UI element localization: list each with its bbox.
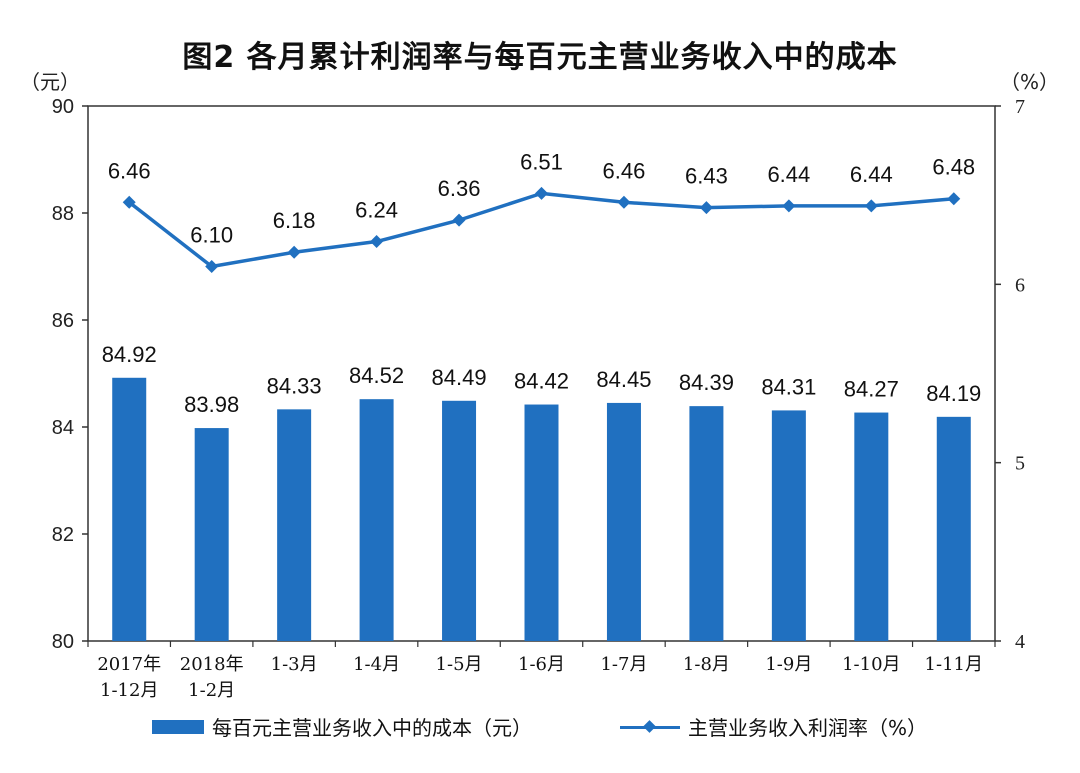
- legend-line-swatch: [620, 720, 680, 734]
- line-value-label: 6.51: [520, 149, 563, 174]
- line-point: [699, 201, 713, 215]
- bar: [936, 416, 971, 641]
- x-axis-category-label: 1-5月: [436, 654, 483, 675]
- bar: [442, 400, 477, 641]
- x-axis-category-label: 1-10月: [842, 654, 900, 675]
- x-axis-category-label: 1-6月: [518, 654, 565, 675]
- line-value-label: 6.43: [685, 164, 728, 189]
- right-axis-tick-label: 4: [1015, 631, 1025, 653]
- combo-chart: 80 82 84 86 88 90 4 5 6 7 2017年 1-12月 2018年 1-2月 1-3月 1…: [52, 96, 1025, 701]
- bar: [277, 409, 312, 641]
- line-value-label: 6.44: [850, 162, 893, 187]
- legend: 每百元主营业务收入中的成本（元） 主营业务收入利润率（%）: [0, 712, 1080, 742]
- x-axis-category-label: 2017年: [97, 654, 161, 675]
- bar: [359, 399, 394, 641]
- legend-bar-swatch: [152, 719, 204, 734]
- bar: [606, 402, 641, 641]
- left-axis-unit: （元）: [20, 70, 80, 94]
- x-axis-category-label: 1-2月: [188, 680, 235, 701]
- line-value-label: 6.24: [355, 198, 398, 223]
- bar: [689, 406, 724, 641]
- left-axis-tick-label: 82: [52, 524, 74, 546]
- left-axis-tick-label: 80: [52, 631, 74, 653]
- line-point: [947, 192, 961, 206]
- bar-value-label: 84.39: [679, 370, 734, 395]
- x-axis-category-label: 1-3月: [271, 654, 318, 675]
- x-axis-category-label: 2018年: [180, 654, 244, 675]
- line-point: [122, 195, 136, 209]
- legend-line-label: 主营业务收入利润率（%）: [688, 716, 928, 740]
- bar-value-label: 84.31: [761, 374, 816, 399]
- x-axis-category-label: 1-4月: [353, 654, 400, 675]
- line-point: [205, 260, 219, 273]
- legend-bar-label: 每百元主营业务收入中的成本（元）: [212, 716, 532, 740]
- bar: [524, 404, 559, 641]
- line-point: [617, 195, 631, 209]
- line-point: [370, 235, 384, 249]
- left-axis-tick-label: 86: [52, 310, 74, 332]
- line-value-label: 6.44: [767, 162, 810, 187]
- left-axis-tick-label: 90: [52, 96, 74, 118]
- right-axis-tick-label: 6: [1015, 274, 1025, 296]
- bar: [194, 428, 229, 641]
- right-axis-unit: （%）: [1000, 70, 1060, 94]
- x-axis-category-label: 1-7月: [600, 654, 647, 675]
- x-axis-category-label: 1-12月: [100, 680, 158, 701]
- line-point: [535, 186, 548, 200]
- legend-item-bar: 每百元主营业务收入中的成本（元）: [152, 712, 532, 741]
- x-axis-category-label: 1-9月: [765, 654, 812, 675]
- bar-value-label: 84.45: [596, 367, 651, 392]
- line-series: [128, 191, 954, 269]
- legend-item-line: 主营业务收入利润率（%）: [620, 712, 927, 741]
- line-value-label: 6.46: [108, 158, 151, 183]
- line-point: [287, 245, 301, 259]
- right-axis-tick-label: 5: [1015, 453, 1025, 475]
- line-value-label: 6.48: [932, 155, 975, 180]
- x-axis-category-label: 1-11月: [925, 654, 983, 675]
- bar-value-label: 84.27: [844, 377, 899, 402]
- bar-value-label: 84.42: [514, 369, 569, 394]
- x-axis-category-label: 1-8月: [683, 654, 730, 675]
- bar-value-label: 84.49: [432, 365, 487, 390]
- bar-value-label: 84.19: [926, 381, 981, 406]
- bar-value-label: 84.92: [102, 342, 157, 367]
- left-axis-tick-label: 88: [52, 203, 74, 225]
- bar: [854, 412, 889, 641]
- right-axis-tick-label: 7: [1015, 96, 1025, 118]
- bar-value-label: 84.33: [267, 373, 322, 398]
- line-point: [452, 213, 466, 227]
- line-point: [782, 199, 796, 213]
- line-value-label: 6.18: [273, 208, 316, 233]
- bar-value-label: 84.52: [349, 363, 404, 388]
- bar: [771, 410, 806, 641]
- line-value-label: 6.36: [438, 176, 481, 201]
- line-value-label: 6.46: [603, 158, 646, 183]
- chart-title: 图2 各月累计利润率与每百元主营业务收入中的成本: [182, 40, 898, 75]
- bar: [112, 377, 147, 641]
- bar-value-label: 83.98: [184, 392, 239, 417]
- left-axis-tick-label: 84: [52, 417, 74, 439]
- line-point: [864, 199, 878, 213]
- line-value-label: 6.10: [190, 223, 233, 248]
